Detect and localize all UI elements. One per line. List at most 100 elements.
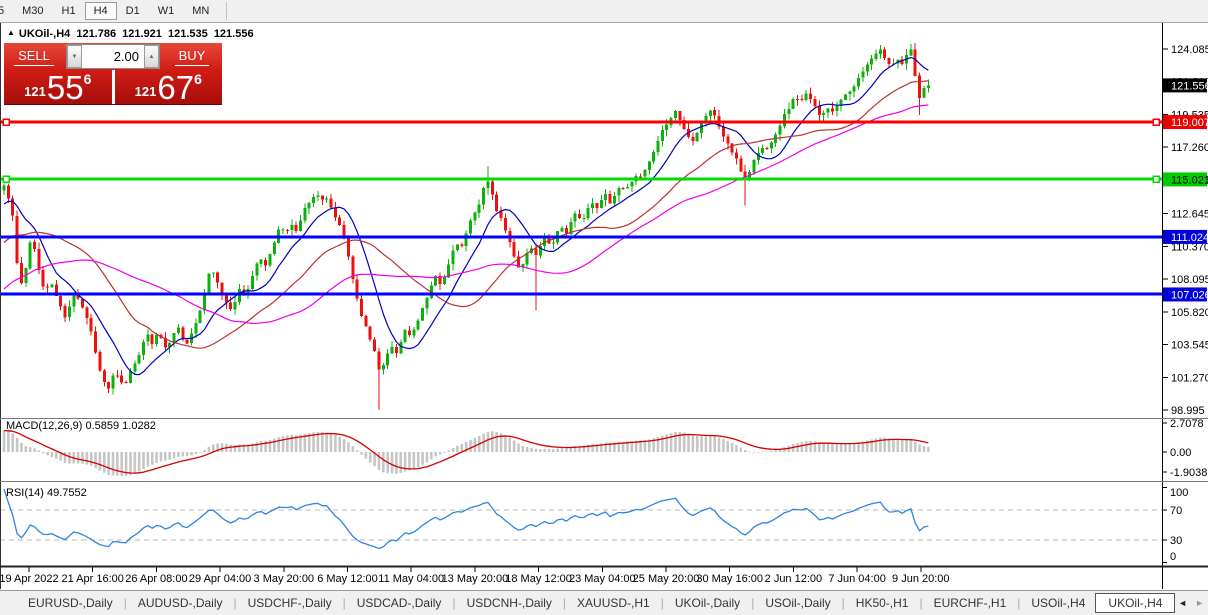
chart-tab-eurusd-daily[interactable]: EURUSD-,Daily bbox=[28, 596, 113, 610]
date-tick-label: 9 Jun 20:00 bbox=[892, 573, 950, 585]
volume-decrease-button[interactable]: ▼ bbox=[67, 45, 82, 68]
ohlc-close: 121.556 bbox=[213, 28, 254, 40]
price-axis: 124.085121.810119.535117.260114.985112.6… bbox=[1162, 23, 1208, 589]
ma-slow-line bbox=[3, 104, 929, 325]
date-tick-label: 30 May 16:00 bbox=[696, 573, 763, 585]
price-marker-box bbox=[1163, 229, 1207, 244]
date-tick-label: 21 Apr 16:00 bbox=[62, 573, 124, 585]
date-tick-label: 13 May 20:00 bbox=[442, 573, 509, 585]
price-tick-label: 98.995 bbox=[1171, 405, 1205, 417]
sell-button[interactable]: SELL bbox=[4, 43, 64, 70]
chart-tab-ukoil-daily[interactable]: UKOil-,Daily bbox=[674, 596, 741, 610]
bid-price-button[interactable]: 121 55 6 bbox=[24, 69, 92, 106]
chart-background bbox=[0, 23, 1208, 590]
chart-tab-audusd-daily[interactable]: AUDUSD-,Daily bbox=[137, 596, 223, 610]
price-tick-label: 110.370 bbox=[1171, 241, 1208, 253]
timeframe-button-w1[interactable]: W1 bbox=[157, 5, 175, 17]
ohlc-low: 121.535 bbox=[167, 28, 208, 40]
date-tick-label: 3 May 20:00 bbox=[254, 573, 315, 585]
volume-increase-button[interactable]: ▲ bbox=[144, 45, 159, 68]
tab-separator: | bbox=[123, 596, 127, 610]
date-tick-label: 7 Jun 04:00 bbox=[828, 573, 886, 585]
timeframe-toolbar: 5 M30 H1 H4 D1 W1 MN bbox=[0, 0, 1208, 23]
macd-axis-label: 2.7078 bbox=[1170, 418, 1204, 430]
price-marker-box bbox=[1163, 172, 1207, 187]
price-marker-label: 107.026 bbox=[1171, 289, 1208, 301]
rsi-axis-label: 30 bbox=[1170, 535, 1182, 547]
macd-panel bbox=[2, 429, 930, 476]
chart-symbol-label: UKOil-,H4 bbox=[18, 28, 71, 40]
tab-scroll-arrows: ◄ ► bbox=[1178, 598, 1204, 608]
price-marker-label: 111.024 bbox=[1171, 232, 1208, 244]
rsi-axis-label: 70 bbox=[1170, 505, 1182, 517]
price-marker-box bbox=[1163, 115, 1207, 130]
date-tick-label: 18 May 12:00 bbox=[505, 573, 572, 585]
price-tick-label: 103.545 bbox=[1171, 340, 1208, 352]
date-axis: 19 Apr 2022 21 Apr 16:00 26 Apr 08:00 29 Ap… bbox=[0, 567, 950, 585]
macd-axis-label: 0.00 bbox=[1170, 447, 1191, 459]
chart-tab-usdcnh-daily[interactable]: USDCNH-,Daily bbox=[466, 596, 552, 610]
price-marker-box bbox=[1163, 287, 1207, 302]
tab-separator: | bbox=[660, 596, 664, 610]
rsi-label: RSI(14) 49.7552 bbox=[6, 487, 87, 499]
date-tick-label: 23 May 04:00 bbox=[569, 573, 636, 585]
timeframe-button-h4[interactable]: H4 bbox=[84, 2, 117, 20]
price-marker-label: 115.021 bbox=[1171, 174, 1208, 186]
tab-separator: | bbox=[452, 596, 456, 610]
volume-value[interactable]: 2.00 bbox=[113, 49, 139, 64]
price-tick-label: 108.095 bbox=[1171, 274, 1208, 286]
chart-tab-eurchf-h1[interactable]: EURCHF-,H1 bbox=[933, 596, 1007, 610]
volume-spinner: ▼ 2.00 ▲ bbox=[66, 44, 160, 69]
chart-tab-usdcad-daily[interactable]: USDCAD-,Daily bbox=[356, 596, 442, 610]
date-tick-label: 11 May 04:00 bbox=[378, 573, 444, 585]
panel-borders bbox=[0, 23, 1208, 589]
buy-button[interactable]: BUY bbox=[162, 43, 222, 70]
ohlc-high: 121.921 bbox=[122, 28, 162, 40]
spinner-down-icon: ▼ bbox=[71, 53, 78, 60]
rsi-panel bbox=[0, 488, 1162, 550]
ask-price-button[interactable]: 121 67 6 bbox=[134, 69, 202, 106]
tab-scroll-right-icon[interactable]: ► bbox=[1195, 598, 1204, 608]
chart-tab-xauusd-h1[interactable]: XAUUSD-,H1 bbox=[577, 596, 650, 610]
rsi-axis-label: 100 bbox=[1170, 487, 1188, 499]
date-tick-label: 19 Apr 2022 bbox=[0, 573, 59, 585]
chart-tab-usoil-h4[interactable]: USOil-,H4 bbox=[1031, 596, 1086, 610]
price-tick-label: 117.260 bbox=[1171, 142, 1208, 154]
price-tick-label: 124.085 bbox=[1171, 44, 1208, 56]
ma-fast-line bbox=[3, 56, 929, 376]
macd-label: MACD(12,26,9) 0.5859 1.0282 bbox=[6, 420, 156, 432]
tab-separator: | bbox=[751, 596, 755, 610]
tab-separator: | bbox=[233, 596, 237, 610]
chart-tab-hk50-h1[interactable]: HK50-,H1 bbox=[855, 596, 909, 610]
chart-tab-bar: EURUSD-,Daily | AUDUSD-,Daily | USDCHF-,Dail… bbox=[0, 590, 1208, 615]
price-tick-label: 112.645 bbox=[1171, 209, 1208, 221]
date-tick-label: 6 May 12:00 bbox=[317, 573, 378, 585]
timeframe-button-h1[interactable]: H1 bbox=[61, 5, 76, 17]
macd-signal-line bbox=[3, 429, 929, 474]
date-tick-label: 2 Jun 12:00 bbox=[765, 573, 823, 585]
spinner-up-icon: ▲ bbox=[148, 53, 155, 60]
chart-tab-ukoil-h4[interactable]: UKOil-,H4 bbox=[1095, 592, 1176, 613]
collapse-triangle-icon[interactable]: ▲ bbox=[7, 28, 15, 37]
tab-separator: | bbox=[919, 596, 923, 610]
bid-ask-divider bbox=[111, 70, 115, 104]
tab-separator: | bbox=[1017, 596, 1021, 610]
toolbar-separator bbox=[226, 2, 228, 20]
tab-scroll-left-icon[interactable]: ◄ bbox=[1178, 598, 1188, 608]
ohlc-open: 121.786 bbox=[76, 28, 117, 40]
level-lines[interactable] bbox=[0, 118, 1162, 296]
chart-tab-usoil-daily[interactable]: USOil-,Daily bbox=[765, 596, 831, 610]
price-marker-label: 121.556 bbox=[1171, 80, 1208, 92]
rsi-axis-label: 0 bbox=[1170, 551, 1176, 563]
ma-mid-line bbox=[3, 80, 929, 349]
chart-tab-usdchf-daily[interactable]: USDCHF-,Daily bbox=[247, 596, 332, 610]
tab-separator: | bbox=[342, 596, 346, 610]
timeframe-button-5[interactable]: 5 bbox=[0, 5, 5, 17]
timeframe-button-d1[interactable]: D1 bbox=[125, 5, 140, 17]
timeframe-button-m30[interactable]: M30 bbox=[22, 5, 44, 17]
price-tick-label: 101.270 bbox=[1171, 372, 1208, 384]
timeframe-button-mn[interactable]: MN bbox=[192, 5, 210, 17]
ohlc-header: ▲ UKOil-,H4 121.786 121.921 121.535 121.5… bbox=[7, 28, 257, 40]
